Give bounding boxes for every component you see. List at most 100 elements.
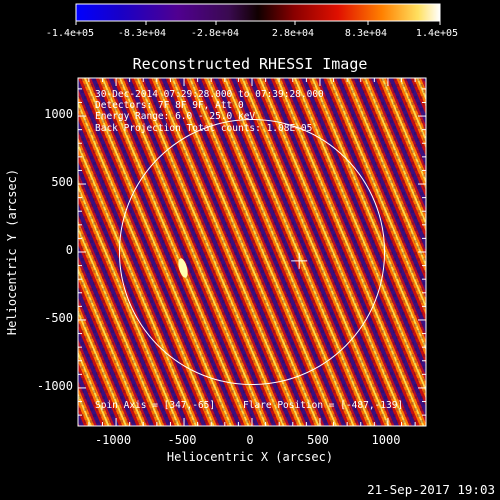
- texture-cell: [216, 276, 219, 279]
- texture-cell: [150, 264, 153, 267]
- fringe-stripe: [278, 78, 426, 426]
- texture-cell: [249, 306, 252, 309]
- texture-cell: [408, 132, 411, 135]
- texture-cell: [105, 294, 108, 297]
- texture-cell: [237, 414, 240, 417]
- texture-cell: [150, 396, 153, 399]
- texture-cell: [396, 408, 399, 411]
- texture-cell: [204, 132, 207, 135]
- texture-cell: [228, 192, 231, 195]
- texture-cell: [282, 288, 285, 291]
- texture-cell: [180, 96, 183, 99]
- texture-cell: [369, 222, 372, 225]
- texture-cell: [210, 192, 213, 195]
- texture-cell: [294, 84, 297, 87]
- texture-cell: [273, 174, 276, 177]
- texture-cell: [339, 90, 342, 93]
- texture-cell: [279, 162, 282, 165]
- texture-cell: [366, 384, 369, 387]
- texture-cell: [300, 384, 303, 387]
- texture-cell: [417, 366, 420, 369]
- texture-cell: [315, 414, 318, 417]
- texture-cell: [192, 216, 195, 219]
- texture-cell: [186, 348, 189, 351]
- texture-cell: [345, 162, 348, 165]
- texture-cell: [261, 354, 264, 357]
- texture-cell: [114, 120, 117, 123]
- x-tick-label: 1000: [372, 433, 401, 447]
- texture-cell: [345, 174, 348, 177]
- x-tick-label: 500: [307, 433, 329, 447]
- texture-cell: [96, 420, 99, 423]
- fringe-stripe: [418, 78, 426, 96]
- texture-cell: [390, 300, 393, 303]
- texture-cell: [294, 336, 297, 339]
- texture-cell: [294, 420, 297, 423]
- texture-cell: [375, 126, 378, 129]
- texture-cell: [300, 312, 303, 315]
- texture-cell: [108, 132, 111, 135]
- texture-cell: [81, 354, 84, 357]
- texture-cell: [81, 414, 84, 417]
- texture-cell: [402, 132, 405, 135]
- fringe-stripe: [253, 78, 403, 426]
- texture-cell: [201, 234, 204, 237]
- texture-cell: [270, 108, 273, 111]
- fringe-stripe: [350, 78, 426, 257]
- texture-cell: [387, 246, 390, 249]
- texture-cell: [366, 336, 369, 339]
- texture-cell: [327, 354, 330, 357]
- texture-cell: [114, 252, 117, 255]
- fringe-stripe: [490, 58, 500, 446]
- texture-cell: [198, 84, 201, 87]
- texture-cell: [255, 342, 258, 345]
- texture-cell: [267, 306, 270, 309]
- texture-cell: [411, 150, 414, 153]
- texture-cell: [261, 306, 264, 309]
- texture-cell: [81, 174, 84, 177]
- texture-cell: [411, 186, 414, 189]
- texture-cell: [399, 150, 402, 153]
- texture-cell: [234, 360, 237, 363]
- texture-cell: [90, 168, 93, 171]
- texture-cell: [186, 180, 189, 183]
- texture-cell: [378, 420, 381, 423]
- texture-cell: [366, 180, 369, 183]
- texture-cell: [141, 150, 144, 153]
- texture-cell: [333, 174, 336, 177]
- texture-cell: [384, 120, 387, 123]
- texture-cell: [204, 204, 207, 207]
- texture-cell: [141, 354, 144, 357]
- texture-cell: [339, 114, 342, 117]
- texture-cell: [198, 396, 201, 399]
- texture-cell: [144, 252, 147, 255]
- texture-cell: [333, 342, 336, 345]
- texture-cell: [255, 114, 258, 117]
- texture-cell: [210, 204, 213, 207]
- texture-cell: [219, 246, 222, 249]
- texture-cell: [135, 354, 138, 357]
- texture-cell: [162, 396, 165, 399]
- texture-cell: [150, 240, 153, 243]
- texture-cell: [369, 90, 372, 93]
- texture-cell: [114, 240, 117, 243]
- texture-cell: [168, 216, 171, 219]
- texture-cell: [420, 108, 423, 111]
- texture-cell: [213, 174, 216, 177]
- texture-cell: [411, 330, 414, 333]
- texture-cell: [357, 366, 360, 369]
- texture-cell: [162, 228, 165, 231]
- texture-cell: [267, 402, 270, 405]
- texture-cell: [90, 372, 93, 375]
- texture-cell: [348, 108, 351, 111]
- texture-cell: [297, 282, 300, 285]
- texture-cell: [303, 318, 306, 321]
- texture-cell: [267, 318, 270, 321]
- texture-cell: [147, 222, 150, 225]
- texture-cell: [240, 384, 243, 387]
- texture-cell: [180, 204, 183, 207]
- texture-cell: [162, 108, 165, 111]
- texture-cell: [270, 348, 273, 351]
- texture-cell: [393, 282, 396, 285]
- texture-cell: [228, 360, 231, 363]
